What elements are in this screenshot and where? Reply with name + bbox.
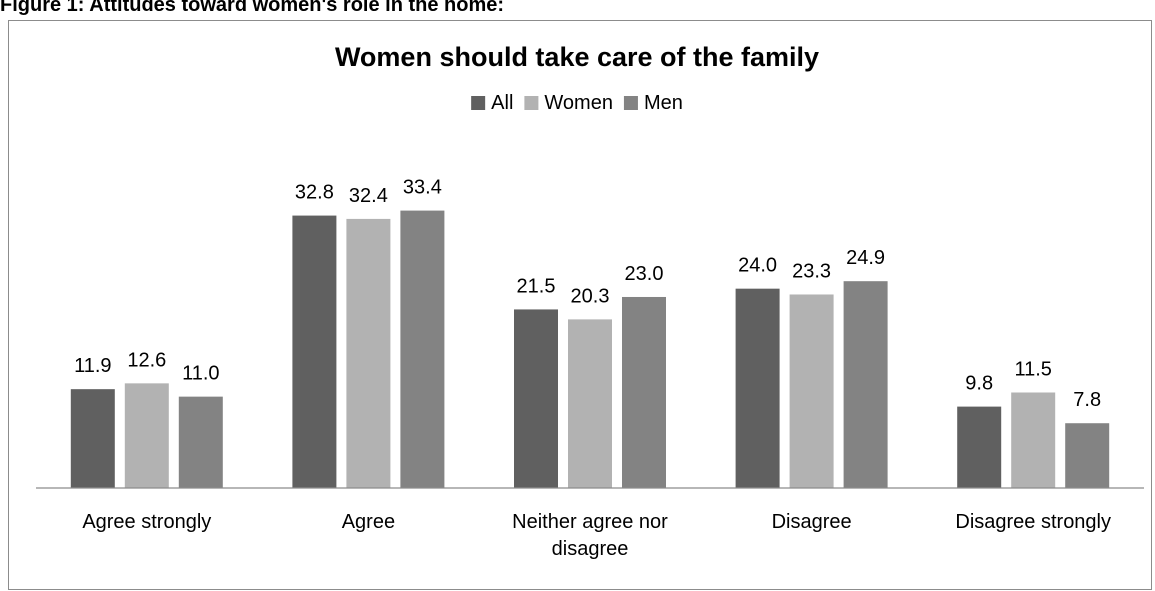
legend-swatch-all <box>471 96 486 110</box>
bar-all-5 <box>957 406 1002 488</box>
bar-all-3 <box>514 309 558 488</box>
data-label-women-2: 32.4 <box>349 185 388 207</box>
data-label-all-5: 9.8 <box>965 373 993 395</box>
data-label-all-2: 32.8 <box>295 182 334 204</box>
x-tick-label-4: Disagree <box>772 511 852 533</box>
bar-men-4 <box>843 281 888 488</box>
x-tick-label-2: Agree <box>342 511 395 533</box>
x-tick-label-5: Disagree strongly <box>955 511 1111 533</box>
legend-label-women: Women <box>544 92 613 114</box>
legend-label-men: Men <box>644 92 683 114</box>
data-label-group: 11.9 12.6 11.0 32.8 32.4 33.4 21.5 20.3 23.0 24.0… <box>74 177 1101 412</box>
bar-all-4 <box>735 288 780 488</box>
x-tick-label-3-line-2: disagree <box>552 538 629 560</box>
legend: All Women Men <box>471 92 683 114</box>
bar-women-2 <box>346 218 391 488</box>
bar-men-5 <box>1065 423 1110 488</box>
data-label-women-5: 11.5 <box>1014 358 1051 380</box>
bar-all-1 <box>70 389 115 488</box>
bar-men-3 <box>622 296 666 488</box>
data-label-women-3: 20.3 <box>571 285 610 307</box>
bar-chart: Women should take care of the family All… <box>36 42 1144 560</box>
data-label-women-1: 12.6 <box>127 349 166 371</box>
bar-women-5 <box>1011 392 1056 488</box>
data-label-men-4: 24.9 <box>846 247 885 269</box>
bar-women-3 <box>568 319 612 488</box>
chart-frame: Women should take care of the family All… <box>8 20 1152 590</box>
legend-swatch-men <box>623 96 638 110</box>
bar-men-1 <box>178 396 223 488</box>
legend-swatch-women <box>524 96 539 110</box>
bar-men-2 <box>400 210 445 488</box>
data-label-men-3: 23.0 <box>625 263 664 285</box>
chart-title: Women should take care of the family <box>335 42 819 72</box>
x-tick-label-1: Agree strongly <box>82 511 211 533</box>
x-tick-label-3-line-1: Neither agree nor <box>512 511 668 533</box>
figure-caption: Figure 1: Attitudes toward women's role … <box>0 0 505 16</box>
bar-all-2 <box>292 215 337 489</box>
data-label-men-5: 7.8 <box>1073 389 1101 411</box>
data-label-all-3: 21.5 <box>517 275 556 297</box>
data-label-men-1: 11.0 <box>182 363 219 385</box>
data-label-all-4: 24.0 <box>738 255 777 277</box>
data-label-all-1: 11.9 <box>74 355 111 377</box>
legend-label-all: All <box>491 92 513 114</box>
data-label-women-4: 23.3 <box>792 260 831 282</box>
data-label-men-2: 33.4 <box>403 177 442 199</box>
bar-women-4 <box>789 294 834 488</box>
bar-series-group <box>70 210 1110 489</box>
bar-women-1 <box>124 383 169 488</box>
x-tick-label-group: Agree strongly Agree Neither agree nor disa… <box>82 511 1111 560</box>
